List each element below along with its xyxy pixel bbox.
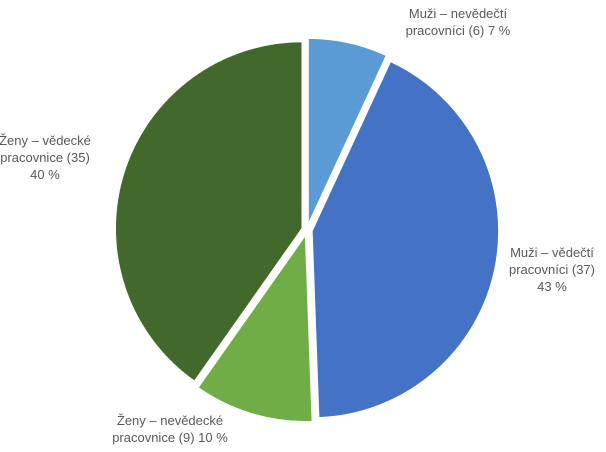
slice-label-line: pracovnice (35) <box>0 150 90 165</box>
slice-label-line: pracovníci (37) <box>509 262 595 277</box>
pie-slice-4 <box>114 40 303 383</box>
slice-label-line: pracovníci (6) 7 % <box>406 23 511 38</box>
pie-slice-2 <box>311 60 500 419</box>
slice-label-line: 40 % <box>30 167 60 182</box>
slice-label-line: Muži – vědečtí <box>510 245 594 260</box>
slice-label-line: Ženy – vědecké <box>0 133 91 148</box>
slice-label-line: pracovnice (9) 10 % <box>112 430 228 445</box>
pie-slice-3 <box>196 232 314 423</box>
pie-labels: Muži – nevědečtí pracovníci (6) 7 %Muži –… <box>0 6 595 445</box>
slice-label-2: Muži – vědečtí pracovníci (37) 43 % <box>509 245 595 294</box>
pie-slice-1 <box>307 37 388 226</box>
slice-label-1: Muži – nevědečtí pracovníci (6) 7 % <box>406 6 511 38</box>
slice-label-line: Ženy – nevědecké <box>117 413 223 428</box>
slice-label-3: Ženy – nevědecké pracovnice (9) 10 % <box>112 413 228 445</box>
slice-label-line: 43 % <box>537 279 567 294</box>
pie-slices <box>114 37 500 423</box>
slice-label-4: Ženy – vědecké pracovnice (35) 40 % <box>0 133 91 182</box>
slice-label-line: Muži – nevědečtí <box>409 6 508 21</box>
